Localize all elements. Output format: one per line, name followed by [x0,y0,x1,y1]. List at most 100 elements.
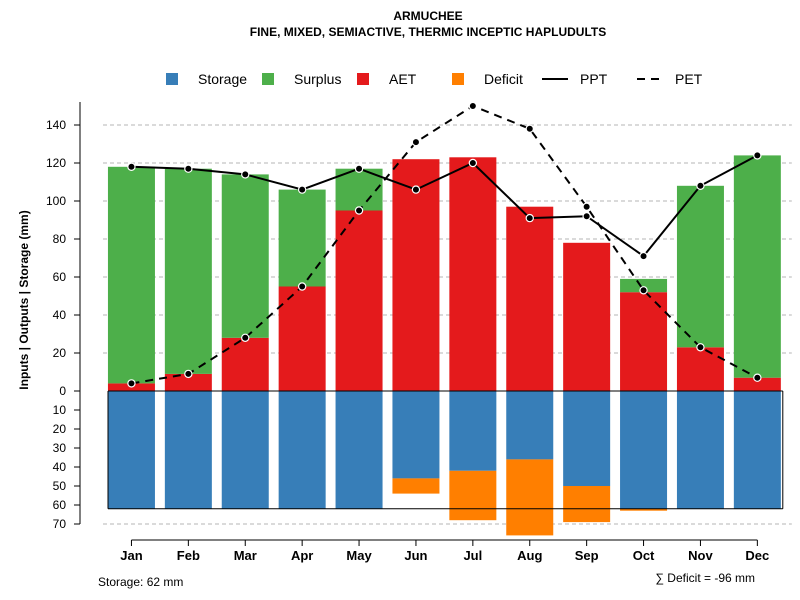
pet-point [639,286,648,295]
ppt-point [411,185,421,194]
deficit-bar [563,486,611,523]
y-tick-label: 80 [53,232,67,246]
pet-point [297,282,307,291]
ppt-point [184,164,193,173]
surplus-bar [164,168,212,374]
pet-point [241,333,250,342]
storage-bar [563,391,611,486]
deficit-note: ∑ Deficit = -96 mm [655,571,755,585]
ppt-point [354,164,364,173]
ppt-point [127,162,136,171]
axes: 140 120 100 80 60 40 20 0 10 20 30 40 50 60 70 Jan Feb Ma… [46,102,769,563]
y-tick-label: 60 [53,270,67,284]
y-tick-label: 140 [46,118,66,132]
storage-bar [335,391,383,509]
surplus-bar [278,189,326,287]
pet-point [411,137,421,147]
y-tick-label: 0 [59,384,66,398]
month-label-sep: Sep [575,548,599,563]
month-label-aug: Aug [517,548,542,563]
surplus-bar [107,166,155,384]
chart-subtitle: FINE, MIXED, SEMIACTIVE, THERMIC INCEPTI… [250,25,606,39]
month-label-jul: Jul [463,548,482,563]
deficit-legend-swatch [452,73,464,85]
storage-legend-swatch [166,73,178,85]
y-tick-label: 100 [46,194,66,208]
month-label-jan: Jan [120,548,142,563]
ppt-point [525,213,534,223]
y-tick-label: 70 [53,517,67,531]
aet-bar [676,347,724,391]
aet-bar [221,337,269,391]
surplus-bar [335,168,383,211]
deficit-bar [392,478,440,494]
storage-bar [221,391,269,509]
aet-bar [563,242,611,391]
storage-bar [449,391,497,471]
y-tick-label: 50 [53,479,67,493]
storage-bar [620,391,668,509]
deficit-bar [449,470,497,521]
aet-bar [335,210,383,391]
chart-title: ARMUCHEE [393,9,462,23]
storage-note: Storage: 62 mm [98,575,183,589]
storage-bar [107,391,155,509]
storage-bar [164,391,212,509]
ppt-point [639,251,648,261]
month-label-dec: Dec [745,548,769,563]
aet-bar [506,206,554,391]
pet-point [468,101,478,111]
aet-bar [164,373,212,391]
month-label-oct: Oct [633,548,655,563]
surplus-legend-label: Surplus [294,71,341,87]
month-label-jun: Jun [404,548,427,563]
aet-bar [392,159,440,391]
surplus-bar [733,155,781,378]
y-tick-label: 10 [53,403,67,417]
storage-bar [392,391,440,479]
pet-line [131,104,758,385]
pet-legend-label: PET [675,71,703,87]
y-tick-label: 20 [53,346,67,360]
storage-legend-label: Storage [198,71,247,87]
ppt-point [582,211,591,221]
surplus-bar [676,185,724,348]
month-label-mar: Mar [234,548,257,563]
y-tick-label: 40 [53,460,67,474]
pet-point [753,373,762,382]
ppt-legend-label: PPT [580,71,608,87]
ppt-point [297,185,307,194]
surplus-bar [620,278,668,293]
pet-point [184,369,193,379]
aet-bar [733,377,781,391]
y-tick-label: 60 [53,498,67,512]
deficit-bar [620,508,668,511]
pet-point [696,343,705,352]
month-label-may: May [346,548,372,563]
storage-bar [278,391,326,509]
ppt-point [468,158,478,168]
y-tick-label: 20 [53,422,67,436]
storage-bar [733,391,781,509]
deficit-legend-label: Deficit [484,71,523,87]
month-label-apr: Apr [291,548,313,563]
bar-series [107,155,784,536]
aet-legend-label: AET [389,71,417,87]
aet-legend-swatch [357,73,369,85]
pet-point [354,206,364,215]
month-label-nov: Nov [688,548,713,563]
surplus-bar [221,174,269,338]
ppt-line [131,154,758,258]
y-tick-label: 40 [53,308,67,322]
y-tick-label: 120 [46,156,66,170]
storage-bar [506,391,554,460]
aet-bar [449,157,497,391]
surplus-legend-swatch [262,73,274,85]
aet-bar [620,292,668,391]
ppt-point [241,170,250,179]
line-series [127,101,762,388]
legend: Storage Surplus AET Deficit PPT PET [166,71,703,87]
aet-bar [278,286,326,391]
deficit-bar [506,459,554,536]
